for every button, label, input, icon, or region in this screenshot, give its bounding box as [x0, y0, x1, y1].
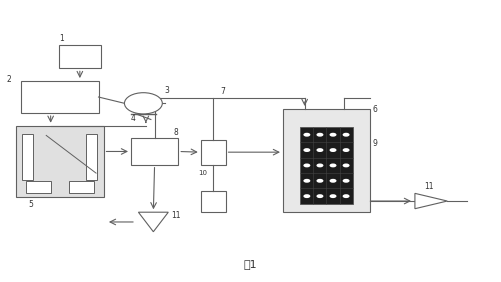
Text: 11: 11	[171, 211, 180, 220]
Circle shape	[304, 179, 310, 183]
Circle shape	[343, 148, 350, 152]
Text: 4: 4	[131, 114, 136, 123]
FancyBboxPatch shape	[300, 127, 353, 204]
Circle shape	[317, 148, 324, 152]
Polygon shape	[138, 212, 168, 232]
Circle shape	[317, 179, 324, 183]
FancyBboxPatch shape	[69, 182, 94, 193]
Circle shape	[343, 133, 350, 137]
Circle shape	[304, 164, 310, 168]
Circle shape	[343, 179, 350, 183]
Text: 图1: 图1	[243, 259, 258, 269]
Circle shape	[317, 164, 324, 168]
Circle shape	[343, 164, 350, 168]
Circle shape	[330, 164, 337, 168]
Text: 3: 3	[165, 87, 170, 96]
FancyBboxPatch shape	[201, 140, 225, 165]
Circle shape	[317, 133, 324, 137]
Text: 1: 1	[60, 34, 65, 43]
Circle shape	[330, 148, 337, 152]
FancyBboxPatch shape	[86, 134, 97, 180]
Circle shape	[343, 194, 350, 198]
Circle shape	[330, 133, 337, 137]
Text: 11: 11	[425, 182, 434, 191]
FancyBboxPatch shape	[26, 182, 51, 193]
Circle shape	[124, 93, 162, 114]
FancyBboxPatch shape	[59, 45, 101, 69]
Circle shape	[304, 148, 310, 152]
Circle shape	[330, 179, 337, 183]
Text: 7: 7	[220, 87, 225, 96]
FancyBboxPatch shape	[283, 109, 370, 212]
Polygon shape	[415, 193, 447, 209]
FancyBboxPatch shape	[201, 191, 225, 212]
Text: 2: 2	[7, 75, 11, 84]
FancyBboxPatch shape	[22, 81, 99, 113]
Text: 10: 10	[198, 170, 207, 176]
Text: 5: 5	[29, 201, 34, 210]
FancyBboxPatch shape	[131, 138, 178, 165]
FancyBboxPatch shape	[23, 134, 33, 180]
Circle shape	[304, 194, 310, 198]
Text: 8: 8	[173, 128, 178, 137]
Text: 6: 6	[373, 105, 377, 114]
Circle shape	[330, 194, 337, 198]
FancyBboxPatch shape	[17, 126, 104, 197]
Circle shape	[304, 133, 310, 137]
Circle shape	[317, 194, 324, 198]
Text: 9: 9	[373, 139, 377, 148]
